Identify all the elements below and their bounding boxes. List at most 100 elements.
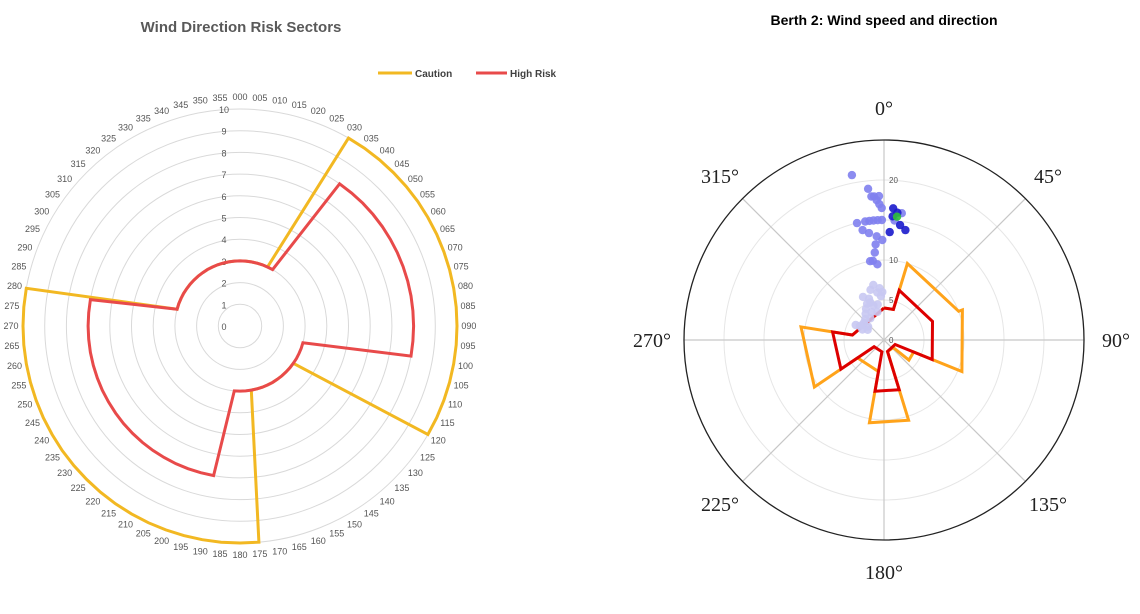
compass-label: 45°	[1034, 166, 1062, 188]
speed-tick-labels: 0 5 10 20	[889, 176, 898, 345]
direction-tick-label: 340	[154, 106, 169, 116]
wind-observation-point	[895, 220, 905, 230]
wind-observation-point	[858, 225, 867, 235]
compass-label: 270°	[633, 330, 671, 352]
wind-observation-point	[863, 325, 872, 334]
speed-tick-label: 5	[889, 296, 894, 305]
wind-observation-point	[901, 225, 910, 235]
left-chart-title: Wind Direction Risk Sectors	[141, 19, 342, 36]
direction-tick-label: 075	[454, 262, 469, 272]
direction-tick-label: 205	[136, 528, 151, 538]
direction-tick-label: 245	[25, 418, 40, 428]
direction-tick-label: 240	[34, 435, 49, 445]
wind-observation-point	[873, 300, 882, 309]
direction-tick-label: 060	[431, 207, 446, 217]
radar-series	[21, 136, 459, 545]
radial-tick-label: 8	[221, 148, 226, 158]
wind-observation-point	[858, 292, 868, 302]
direction-tick-label: 320	[85, 146, 100, 156]
radial-tick-label: 10	[219, 105, 229, 115]
radar-grid-ring	[152, 238, 328, 414]
direction-tick-label: 090	[461, 321, 476, 331]
berth-wind-polar-chart: Berth 2: Wind speed and direction 0° 45° 9…	[633, 12, 1130, 584]
direction-tick-label: 145	[364, 509, 379, 519]
radial-tick-label: 6	[221, 192, 226, 202]
direction-tick-label: 270	[4, 321, 19, 331]
direction-tick-label: 175	[252, 549, 267, 559]
direction-tick-label: 255	[11, 380, 26, 390]
direction-tick-label: 115	[440, 418, 454, 428]
risk-sector-radar-chart: Wind Direction Risk Sectors 000 005 010 015…	[4, 19, 557, 560]
wind-observation-point	[864, 228, 874, 238]
legend-label-caution: Caution	[415, 69, 452, 80]
speed-tick-label: 0	[889, 336, 894, 345]
direction-tick-label: 005	[252, 93, 267, 103]
direction-tick-label: 120	[431, 435, 446, 445]
direction-tick-label: 290	[17, 243, 32, 253]
direction-tick-label: 330	[118, 123, 133, 133]
polar-spoke	[883, 198, 1026, 341]
direction-tick-label: 085	[461, 301, 476, 311]
direction-tick-label: 050	[408, 174, 423, 184]
direction-tick-label: 310	[57, 174, 72, 184]
wind-observation-point	[877, 215, 887, 225]
polar-spoke	[883, 339, 1026, 482]
direction-tick-label: 110	[448, 399, 462, 409]
direction-tick-label: 350	[193, 96, 208, 106]
direction-tick-label: 100	[458, 361, 473, 371]
direction-tick-label: 010	[272, 96, 287, 106]
wind-observation-point	[863, 184, 873, 193]
wind-observation-point	[876, 291, 886, 301]
direction-tick-label: 160	[311, 536, 326, 546]
radial-tick-label: 7	[221, 170, 226, 180]
direction-tick-label: 025	[329, 114, 344, 124]
direction-tick-label: 225	[71, 483, 86, 493]
compass-label: 315°	[701, 166, 739, 188]
polar-spoke	[742, 339, 885, 482]
speed-tick-label: 10	[889, 256, 898, 265]
wind-observation-point	[877, 203, 886, 213]
direction-tick-label: 220	[85, 496, 100, 506]
radar-grid-ring	[131, 217, 349, 435]
direction-tick-label: 285	[11, 262, 26, 272]
direction-tick-label: 325	[101, 133, 116, 143]
direction-tick-label: 030	[347, 123, 362, 133]
direction-tick-label: 055	[420, 190, 435, 200]
polar-series	[799, 170, 964, 425]
direction-tick-label: 335	[136, 114, 151, 124]
direction-tick-label: 035	[364, 133, 379, 143]
direction-tick-label: 215	[101, 509, 116, 519]
wind-observation-point	[892, 212, 902, 221]
wind-observation-point	[866, 298, 875, 307]
compass-label: 90°	[1102, 330, 1130, 352]
wind-observation-point	[847, 170, 857, 180]
direction-tick-label: 250	[17, 399, 32, 409]
wind-observation-point	[885, 227, 894, 237]
direction-tick-label: 155	[329, 528, 344, 538]
direction-tick-label: 190	[193, 546, 208, 556]
speed-tick-label: 20	[889, 176, 898, 185]
radial-tick-label: 1	[221, 300, 226, 310]
radial-tick-label: 4	[221, 235, 226, 245]
direction-tick-label: 200	[154, 536, 169, 546]
direction-tick-label: 355	[213, 93, 228, 103]
direction-tick-label: 140	[380, 496, 395, 506]
direction-tick-label: 095	[461, 341, 476, 351]
direction-tick-label: 045	[394, 159, 409, 169]
direction-tick-label: 260	[7, 361, 22, 371]
direction-tick-labels: 000 005 010 0150200250300350400450500550600…	[4, 92, 477, 560]
radial-tick-label: 5	[221, 214, 226, 224]
direction-tick-label: 150	[347, 519, 362, 529]
direction-tick-label: 230	[57, 468, 72, 478]
direction-tick-label: 280	[7, 281, 22, 291]
direction-tick-label: 170	[272, 546, 287, 556]
direction-tick-label: 295	[25, 224, 40, 234]
radar-grid-ring	[87, 173, 393, 479]
direction-tick-label: 165	[292, 542, 307, 552]
direction-tick-label: 000	[232, 92, 247, 102]
radar-series-high-risk	[86, 181, 416, 478]
radial-tick-label: 2	[221, 279, 226, 289]
radar-grid-ring	[65, 151, 415, 501]
compass-direction-labels: 0° 45° 90° 135° 180° 225° 270° 315°	[633, 98, 1130, 584]
